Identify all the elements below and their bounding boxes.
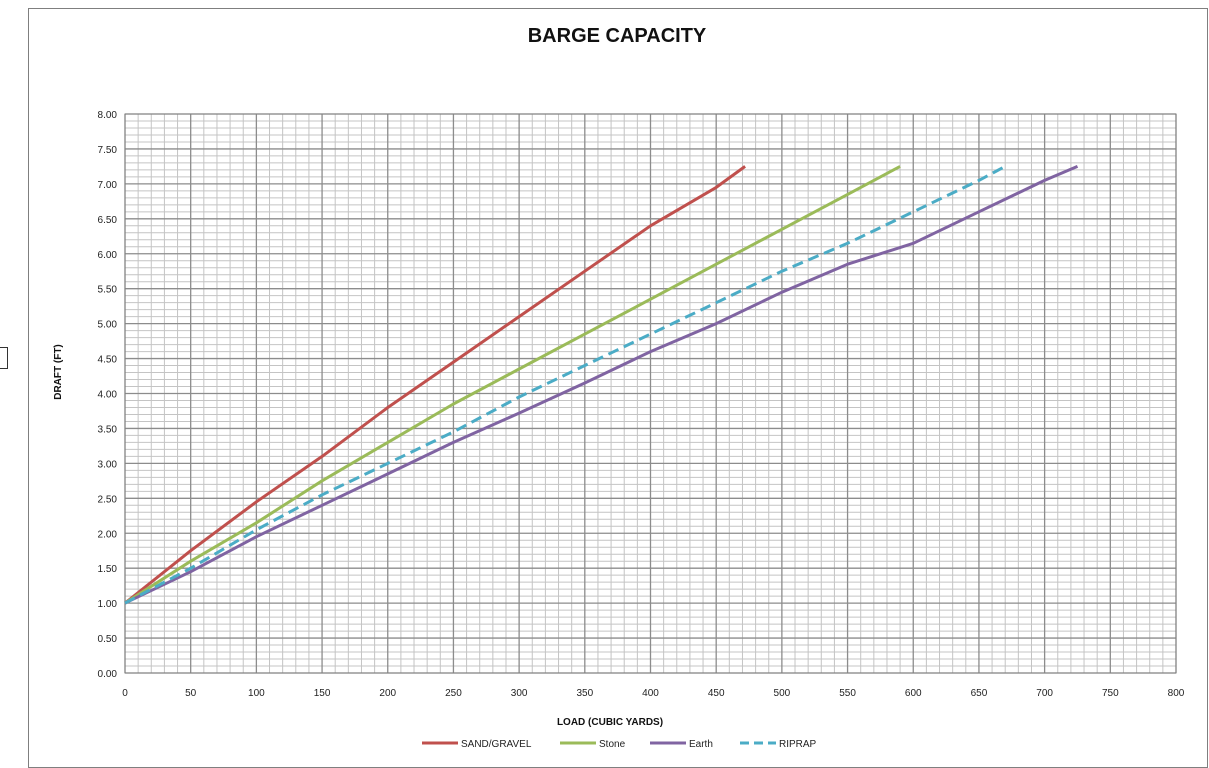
series-line-earth — [124, 165, 1079, 605]
x-tick-label: 550 — [839, 688, 856, 699]
x-tick-labels: 0 50 100 150 200 250 300 350 400 450 500 550 600 650 7… — [122, 688, 1185, 699]
legend: SAND/GRAVEL Stone Earth RIPRAP — [422, 739, 817, 750]
x-tick-label: 350 — [576, 688, 593, 699]
x-tick-label: 650 — [971, 688, 988, 699]
y-tick-label: 6.50 — [98, 215, 118, 226]
y-tick-label: 7.00 — [98, 180, 118, 191]
x-tick-label: 700 — [1036, 688, 1053, 699]
x-tick-label: 750 — [1102, 688, 1119, 699]
x-tick-label: 450 — [708, 688, 725, 699]
y-tick-label: 6.00 — [98, 250, 118, 261]
series-line-stone — [124, 165, 901, 605]
x-tick-label: 500 — [774, 688, 791, 699]
y-axis-label: DRAFT (FT) — [53, 344, 64, 400]
x-tick-label: 0 — [122, 688, 128, 699]
y-tick-label: 0.50 — [98, 634, 118, 645]
legend-label: RIPRAP — [779, 739, 817, 750]
x-tick-label: 300 — [511, 688, 528, 699]
y-tick-label: 8.00 — [98, 110, 118, 121]
legend-label: SAND/GRAVEL — [461, 739, 532, 750]
y-tick-labels: 0.00 0.50 1.00 1.50 2.00 2.50 3.00 3.50 4.00 4.50… — [98, 110, 118, 680]
x-tick-label: 100 — [248, 688, 265, 699]
y-tick-label: 2.50 — [98, 494, 118, 505]
x-tick-label: 250 — [445, 688, 462, 699]
y-tick-label: 1.50 — [98, 564, 118, 575]
y-tick-label: 3.00 — [98, 459, 118, 470]
major-grid — [124, 113, 1177, 674]
legend-label: Earth — [689, 739, 713, 750]
x-tick-label: 400 — [642, 688, 659, 699]
y-tick-label: 1.00 — [98, 599, 118, 610]
y-tick-label: 2.00 — [98, 529, 118, 540]
x-axis-label: LOAD (CUBIC YARDS) — [557, 717, 663, 728]
x-tick-label: 50 — [185, 688, 197, 699]
chart-title: BARGE CAPACITY — [528, 25, 707, 47]
side-marker — [0, 347, 8, 369]
x-tick-label: 600 — [905, 688, 922, 699]
x-tick-label: 200 — [379, 688, 396, 699]
y-tick-label: 3.50 — [98, 424, 118, 435]
y-tick-label: 4.00 — [98, 390, 118, 401]
y-tick-label: 4.50 — [98, 355, 118, 366]
y-tick-label: 0.00 — [98, 669, 118, 680]
x-tick-label: 150 — [314, 688, 331, 699]
y-tick-label: 5.50 — [98, 285, 118, 296]
y-tick-label: 5.00 — [98, 320, 118, 331]
x-tick-label: 800 — [1168, 688, 1185, 699]
y-tick-label: 7.50 — [98, 145, 118, 156]
series-lines — [124, 165, 1079, 605]
plot-area — [124, 113, 1177, 674]
series-line-sand-gravel — [124, 165, 746, 605]
legend-label: Stone — [599, 739, 626, 750]
series-line-riprap — [124, 165, 1006, 605]
